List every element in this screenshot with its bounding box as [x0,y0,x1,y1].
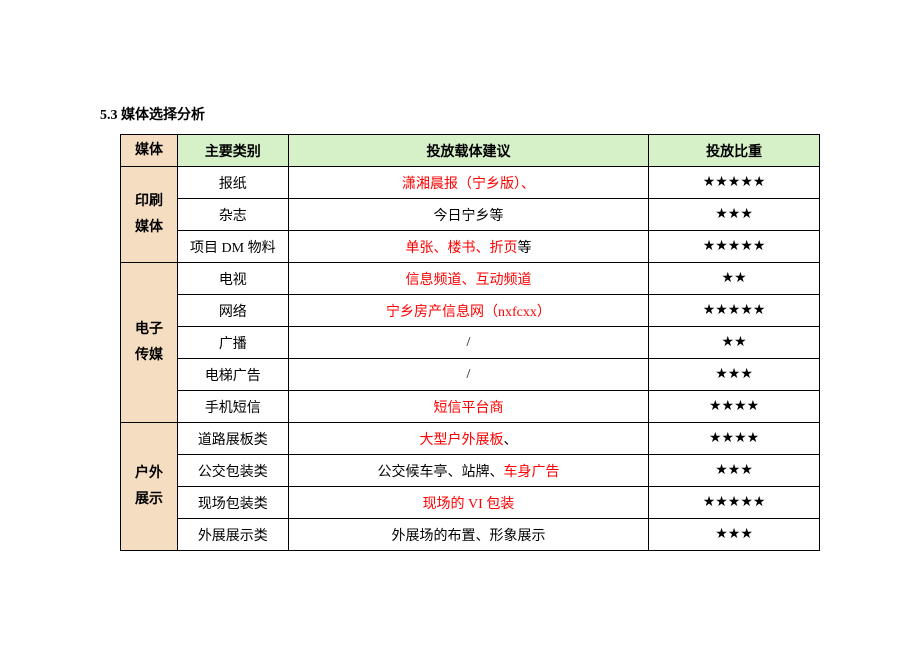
suggestion-cell: / [288,359,648,391]
highlight-text: 短信平台商 [433,401,503,416]
normal-text: 等 [517,241,531,256]
highlight-text: 车身广告 [503,465,559,480]
weight-stars-cell: ★★★ [649,199,820,231]
normal-text: / [467,335,471,350]
media-category-cell: 印刷媒体 [121,167,178,263]
weight-stars-cell: ★★★★★ [649,167,820,199]
suggestion-cell: 短信平台商 [288,391,648,423]
table-row: 户外展示道路展板类大型户外展板、★★★★ [121,423,820,455]
table-row: 现场包装类 现场的 VI 包装 ★★★★★ [121,487,820,519]
suggestion-cell: 现场的 VI 包装 [288,487,648,519]
main-type-cell: 杂志 [177,199,288,231]
table-header-row: 媒体 主要类别 投放载体建议 投放比重 [121,135,820,167]
header-weight: 投放比重 [649,135,820,167]
main-type-cell: 广播 [177,327,288,359]
main-type-cell: 现场包装类 [177,487,288,519]
weight-stars-cell: ★★ [649,327,820,359]
table-row: 公交包装类公交候车亭、站牌、车身广告★★★ [121,455,820,487]
normal-text: 公交候车亭、站牌、 [377,465,503,480]
main-type-cell: 网络 [177,295,288,327]
weight-stars-cell: ★★★★★ [649,295,820,327]
table-row: 项目 DM 物料单张、楼书、折页等★★★★★ [121,231,820,263]
header-suggestion: 投放载体建议 [288,135,648,167]
suggestion-cell: 外展场的布置、形象展示 [288,519,648,551]
weight-stars-cell: ★★★★ [649,391,820,423]
suggestion-cell: 大型户外展板、 [288,423,648,455]
weight-stars-cell: ★★ [649,263,820,295]
media-category-cell: 电子传媒 [121,263,178,423]
suggestion-cell: 宁乡房产信息网（nxfcxx） [288,295,648,327]
normal-text: 外展场的布置、形象展示 [391,529,545,544]
page: 5.3 媒体选择分析 媒体 主要类别 投放载体建议 投放比重 印刷媒体报纸 潇湘晨… [0,0,920,651]
normal-text: 、 [503,433,517,448]
weight-stars-cell: ★★★ [649,455,820,487]
header-media: 媒体 [121,135,178,167]
media-analysis-table-wrap: 媒体 主要类别 投放载体建议 投放比重 印刷媒体报纸潇湘晨报（宁乡版）、★★★★… [120,134,820,551]
main-type-cell: 报纸 [177,167,288,199]
media-category-cell: 户外展示 [121,423,178,551]
table-body: 印刷媒体报纸潇湘晨报（宁乡版）、★★★★★杂志今日宁乡等★★★项目 DM 物料单… [121,167,820,551]
section-title: 5.3 媒体选择分析 [100,104,205,124]
media-analysis-table: 媒体 主要类别 投放载体建议 投放比重 印刷媒体报纸潇湘晨报（宁乡版）、★★★★… [120,134,820,551]
highlight-text: 信息频道、互动频道 [405,273,531,288]
main-type-cell: 电梯广告 [177,359,288,391]
main-type-cell: 道路展板类 [177,423,288,455]
weight-stars-cell: ★★★★★ [649,231,820,263]
table-row: 印刷媒体报纸潇湘晨报（宁乡版）、★★★★★ [121,167,820,199]
header-main-type: 主要类别 [177,135,288,167]
suggestion-cell: 今日宁乡等 [288,199,648,231]
suggestion-cell: / [288,327,648,359]
weight-stars-cell: ★★★ [649,359,820,391]
normal-text: / [467,367,471,382]
main-type-cell: 公交包装类 [177,455,288,487]
main-type-cell: 项目 DM 物料 [177,231,288,263]
weight-stars-cell: ★★★★ [649,423,820,455]
table-row: 手机短信 短信平台商 ★★★★ [121,391,820,423]
highlight-text: 单张、楼书、折页 [405,241,517,256]
main-type-cell: 电视 [177,263,288,295]
table-row: 电子传媒电视信息频道、互动频道★★ [121,263,820,295]
table-row: 杂志 今日宁乡等 ★★★ [121,199,820,231]
suggestion-cell: 公交候车亭、站牌、车身广告 [288,455,648,487]
weight-stars-cell: ★★★ [649,519,820,551]
highlight-text: 现场的 VI 包装 [423,497,515,512]
suggestion-cell: 潇湘晨报（宁乡版）、 [288,167,648,199]
table-row: 网络 宁乡房产信息网（nxfcxx） ★★★★★ [121,295,820,327]
main-type-cell: 手机短信 [177,391,288,423]
table-row: 电梯广告 / ★★★ [121,359,820,391]
weight-stars-cell: ★★★★★ [649,487,820,519]
highlight-text: 潇湘晨报（宁乡版）、 [402,177,535,192]
table-row: 广播 / ★★ [121,327,820,359]
normal-text: 今日宁乡等 [433,209,503,224]
highlight-text: 宁乡房产信息网（nxfcxx） [386,305,551,320]
main-type-cell: 外展展示类 [177,519,288,551]
table-row: 外展展示类 外展场的布置、形象展示 ★★★ [121,519,820,551]
suggestion-cell: 信息频道、互动频道 [288,263,648,295]
suggestion-cell: 单张、楼书、折页等 [288,231,648,263]
highlight-text: 大型户外展板 [419,433,503,448]
